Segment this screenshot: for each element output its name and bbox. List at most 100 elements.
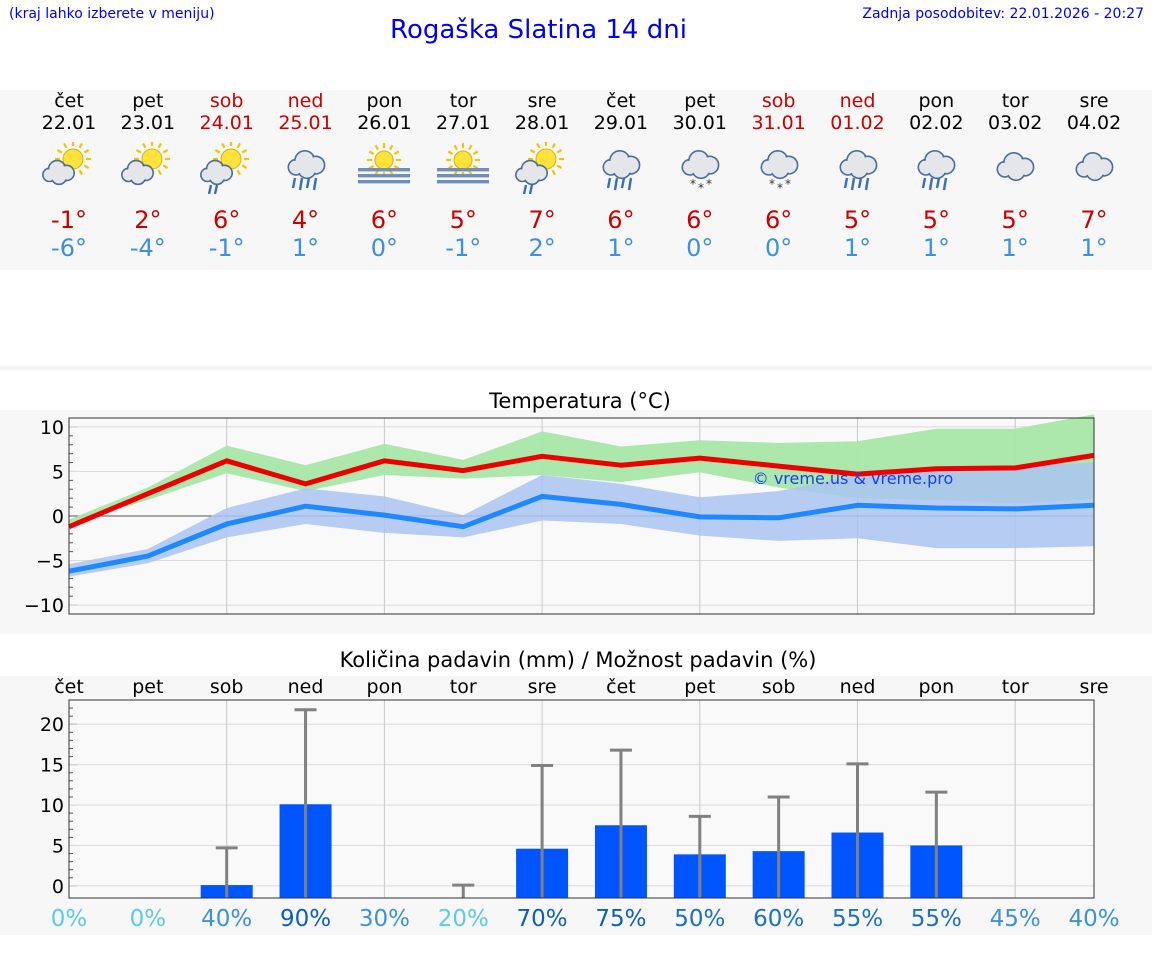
precipitation-tick-label: 15: [40, 755, 64, 777]
min-temperature: 1°: [843, 234, 872, 262]
precipitation-chance-label: 0%: [51, 906, 88, 932]
min-temperature: 0°: [370, 234, 399, 262]
precipitation-day-label: pon: [367, 676, 403, 698]
temperature-chart-title: Temperatura (°C): [488, 389, 671, 413]
min-temperature: 1°: [291, 234, 320, 262]
max-temperature: -1°: [51, 206, 87, 234]
precipitation-day-label: sre: [1080, 676, 1109, 698]
sun-cloud-icon: [42, 142, 91, 186]
max-temperature: 7°: [1080, 206, 1108, 234]
cloud-rain-icon: [287, 150, 325, 191]
day-forecast: sob 24.01 6° -1°: [188, 90, 266, 262]
day-date: 04.02: [1066, 112, 1122, 134]
max-temperature-range-band: [69, 414, 1094, 524]
precipitation-chance-label: 55%: [911, 906, 962, 932]
day-date: 29.01: [593, 112, 649, 134]
day-name: pon: [366, 90, 403, 112]
max-temperature-line: [68, 452, 1095, 530]
day-forecast: tor 03.02 5° 1°: [976, 90, 1054, 262]
day-date: 27.01: [436, 112, 491, 134]
min-temperature: 2°: [528, 234, 556, 262]
max-temperature: 6°: [607, 206, 635, 234]
precipitation-day-label: pet: [132, 676, 163, 698]
day-forecast: čet 29.01 6° 1°: [582, 90, 660, 262]
max-temperature: 5°: [922, 206, 950, 234]
day-name: pet: [684, 90, 716, 112]
min-temperature: 0°: [765, 234, 793, 262]
precipitation-day-label: sob: [210, 676, 244, 698]
precipitation-day-label: ned: [288, 676, 324, 698]
min-temperature: 1°: [1001, 234, 1029, 262]
precipitation-day-label: pon: [918, 676, 954, 698]
precipitation-chance-label: 45%: [990, 906, 1041, 932]
precipitation-day-label: pet: [684, 676, 715, 698]
svg-text:*: *: [777, 181, 783, 194]
svg-text:*: *: [690, 177, 696, 191]
precipitation-chance-label: 20%: [438, 906, 489, 932]
min-temperature: -4°: [129, 234, 166, 262]
precipitation-day-label: sre: [528, 676, 557, 698]
precipitation-chance-label: 60%: [753, 906, 804, 932]
precipitation-chance-label: 50%: [674, 906, 725, 932]
sun-fog-icon: [358, 143, 411, 184]
precipitation-chance-label: 90%: [280, 906, 331, 932]
cloud-snow-icon: * * *: [760, 150, 799, 194]
day-name: ned: [287, 90, 324, 112]
temperature-tick-label: 0: [52, 506, 64, 528]
max-temperature: 6°: [765, 206, 793, 234]
day-forecast: sre 28.01 7° 2°: [503, 90, 581, 262]
location-menu-hint[interactable]: (kraj lahko izberete v meniju): [9, 6, 215, 22]
precipitation-tick-label: 20: [40, 714, 64, 736]
precipitation-tick-label: 10: [40, 795, 64, 817]
day-name: pon: [918, 90, 955, 112]
cloud-rain-icon: [602, 150, 641, 191]
day-name: sre: [1079, 90, 1109, 112]
day-forecast: sre 04.02 7° 1°: [1055, 90, 1133, 262]
day-date: 30.01: [672, 112, 727, 134]
precipitation-chart-title: Količina padavin (mm) / Možnost padavin …: [340, 648, 817, 672]
max-temperature: 5°: [449, 206, 477, 234]
day-name: sob: [209, 90, 244, 112]
precipitation-chance-label: 40%: [1068, 906, 1119, 932]
section-divider: [0, 366, 1152, 370]
day-forecast: pet 23.01 2° -4°: [109, 90, 187, 262]
svg-text:*: *: [698, 181, 704, 194]
day-name: sre: [527, 90, 557, 112]
day-date: 01.02: [830, 112, 885, 134]
precipitation-day-label: čet: [606, 676, 636, 698]
day-date: 03.02: [987, 112, 1043, 134]
min-temperature: 0°: [686, 234, 714, 262]
max-temperature: 5°: [1001, 206, 1029, 234]
precipitation-day-label: sob: [762, 676, 796, 698]
day-forecast: sob 31.01 * * * 6° 0°: [740, 90, 818, 262]
cloud-rain-icon: [917, 150, 956, 191]
day-name: tor: [449, 90, 477, 112]
svg-text:*: *: [769, 177, 775, 191]
sun-cloud-rain-icon: [199, 142, 249, 194]
precipitation-chance-label: 30%: [359, 906, 410, 932]
precipitation-day-label: čet: [54, 676, 84, 698]
day-name: čet: [606, 90, 636, 112]
min-temperature: 1°: [922, 234, 950, 262]
min-temperature: 1°: [1080, 234, 1108, 262]
max-temperature: 6°: [686, 206, 714, 234]
max-temperature: 6°: [213, 206, 241, 234]
precipitation-chance-label: 40%: [201, 906, 252, 932]
precipitation-chance-label: 0%: [130, 906, 167, 932]
cloud-icon: [996, 152, 1035, 182]
min-temperature-range-band: [69, 462, 1094, 577]
day-name: tor: [1001, 90, 1029, 112]
temperature-tick-label: −10: [24, 595, 64, 617]
temperature-tick-label: −5: [36, 551, 64, 573]
sun-cloud-icon: [120, 142, 170, 186]
min-temperature: 1°: [607, 234, 635, 262]
day-date: 23.01: [120, 112, 176, 134]
cloud-snow-icon: * * *: [681, 150, 720, 194]
temperature-plot-frame: [68, 417, 1095, 615]
sun-fog-icon: [437, 143, 490, 184]
max-temperature: 2°: [134, 206, 162, 234]
min-temperature: -6°: [51, 234, 87, 262]
day-forecast: pet 30.01 * * * 6° 0°: [661, 90, 739, 262]
svg-text:*: *: [785, 177, 791, 191]
